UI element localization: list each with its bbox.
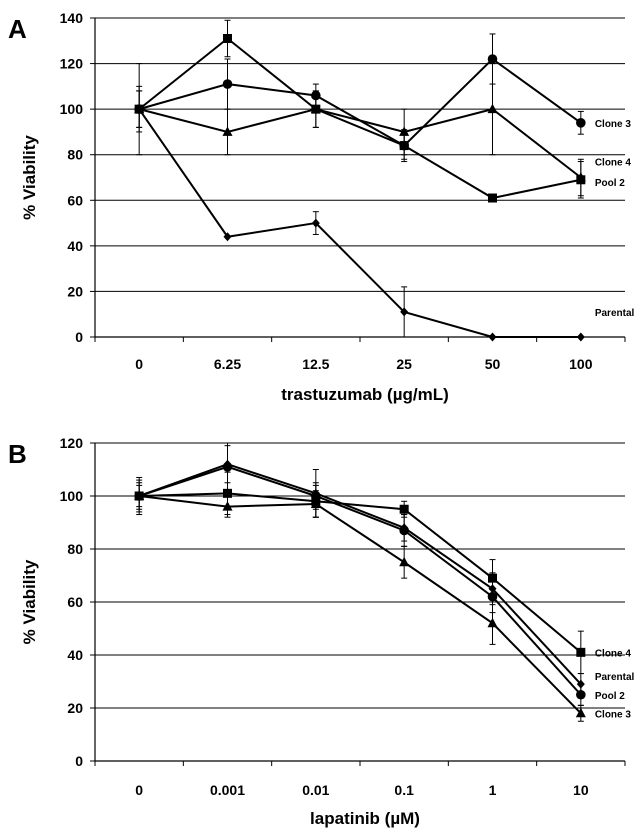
data-point-clone-3 bbox=[222, 79, 233, 89]
x-tick-label: 12.5 bbox=[302, 356, 329, 372]
panel-a-letter: A bbox=[8, 14, 27, 44]
data-point-clone-4 bbox=[487, 103, 498, 114]
series-label-clone-4: Clone 4 bbox=[595, 158, 632, 169]
x-axis-title: lapatinib (µM) bbox=[310, 809, 420, 828]
y-axis-title: % Viability bbox=[20, 559, 39, 644]
series-label-pool-2: Pool 2 bbox=[595, 691, 625, 702]
data-point-parental bbox=[488, 332, 497, 342]
x-tick-label: 6.25 bbox=[214, 356, 241, 372]
y-tick-label: 100 bbox=[60, 488, 84, 504]
series-clone-4-b bbox=[134, 471, 586, 675]
data-point-pool-2 bbox=[399, 525, 409, 536]
x-axis-title: trastuzumab (µg/mL) bbox=[281, 385, 449, 404]
data-point-pool-2 bbox=[223, 34, 232, 44]
data-point-pool-2 bbox=[576, 175, 586, 185]
series-label-parental: Parental bbox=[595, 672, 635, 683]
data-point-pool-2 bbox=[576, 689, 586, 700]
chart-a: 0 20 40 60 80 100 120 140 0 6.25 12.5 25 50 100 trastu… bbox=[20, 10, 635, 404]
data-point-clone-4 bbox=[222, 126, 233, 136]
chart-b: 0 20 40 60 80 100 120 0 0.001 0.01 0.1 1 10 lapatinib… bbox=[20, 435, 635, 828]
data-point-parental bbox=[576, 332, 585, 342]
y-tick-label: 20 bbox=[67, 283, 83, 299]
x-tick-label: 10 bbox=[573, 782, 589, 798]
data-point-clone-3 bbox=[310, 498, 321, 508]
y-tick-label: 60 bbox=[67, 192, 83, 208]
y-tick-label: 80 bbox=[67, 541, 83, 557]
y-tick-label: 120 bbox=[60, 435, 84, 451]
series-pool-2-a bbox=[134, 19, 586, 203]
series-label-parental: Parental bbox=[595, 308, 635, 319]
series-label-clone-3: Clone 3 bbox=[595, 709, 632, 720]
y-tick-label: 40 bbox=[67, 238, 83, 254]
data-point-parental bbox=[223, 232, 232, 242]
series-pool-2-b bbox=[134, 442, 586, 706]
y-tick-label: 0 bbox=[75, 753, 83, 769]
series-label-pool-2: Pool 2 bbox=[595, 178, 625, 189]
series-clone-3-a bbox=[134, 33, 586, 160]
data-point-parental bbox=[135, 104, 144, 114]
data-point-clone-3 bbox=[487, 54, 498, 64]
y-tick-label: 0 bbox=[75, 329, 83, 345]
data-point-clone-3 bbox=[487, 617, 498, 628]
data-point-pool-2 bbox=[488, 193, 497, 203]
series-line-pool-2 bbox=[138, 37, 582, 200]
y-tick-label: 20 bbox=[67, 700, 83, 716]
series-parental-b bbox=[135, 445, 585, 696]
series-clone-3-b bbox=[134, 484, 586, 722]
data-point-clone-3 bbox=[399, 556, 410, 567]
series-parental-a bbox=[135, 90, 585, 342]
x-tick-label: 100 bbox=[569, 356, 593, 372]
y-tick-label: 60 bbox=[67, 594, 83, 610]
data-point-clone-4 bbox=[223, 488, 232, 498]
x-tick-label: 50 bbox=[485, 356, 501, 372]
data-point-clone-3 bbox=[134, 490, 145, 500]
data-point-clone-4 bbox=[576, 647, 586, 657]
x-tick-label: 0.01 bbox=[302, 782, 329, 798]
series-line-pool-2 bbox=[138, 465, 582, 696]
data-point-clone-3 bbox=[576, 118, 586, 128]
data-point-pool-2 bbox=[487, 591, 498, 602]
x-tick-label: 0 bbox=[135, 782, 143, 798]
data-point-clone-4 bbox=[399, 504, 409, 514]
series-line-parental bbox=[138, 463, 582, 685]
series-label-clone-4: Clone 4 bbox=[595, 648, 632, 659]
y-tick-label: 80 bbox=[67, 147, 83, 163]
series-line-clone-3 bbox=[139, 495, 582, 715]
series-line-clone-4 bbox=[139, 492, 582, 654]
series-label-clone-3: Clone 3 bbox=[595, 119, 632, 130]
x-tick-label: 25 bbox=[396, 356, 412, 372]
x-tick-label: 0.001 bbox=[210, 782, 245, 798]
series-line-clone-4 bbox=[138, 108, 582, 179]
series-clone-4-a bbox=[134, 63, 586, 197]
y-tick-label: 40 bbox=[67, 647, 83, 663]
series-line-clone-3 bbox=[138, 57, 582, 147]
y-tick-label: 120 bbox=[60, 56, 84, 72]
data-point-clone-3 bbox=[575, 707, 586, 718]
y-axis-title: % Viability bbox=[20, 135, 39, 220]
x-tick-label: 1 bbox=[489, 782, 497, 798]
y-tick-label: 100 bbox=[60, 101, 84, 117]
data-point-pool-2 bbox=[399, 141, 409, 151]
data-point-pool-2 bbox=[311, 104, 321, 114]
panel-b-letter: B bbox=[8, 439, 27, 469]
y-tick-label: 140 bbox=[60, 10, 84, 26]
series-line-parental bbox=[138, 108, 581, 338]
x-tick-label: 0.1 bbox=[394, 782, 414, 798]
x-tick-label: 0 bbox=[135, 356, 143, 372]
data-point-parental bbox=[400, 307, 409, 317]
data-point-parental bbox=[311, 218, 320, 228]
data-point-clone-3 bbox=[222, 501, 233, 511]
data-point-pool-2 bbox=[222, 462, 233, 472]
